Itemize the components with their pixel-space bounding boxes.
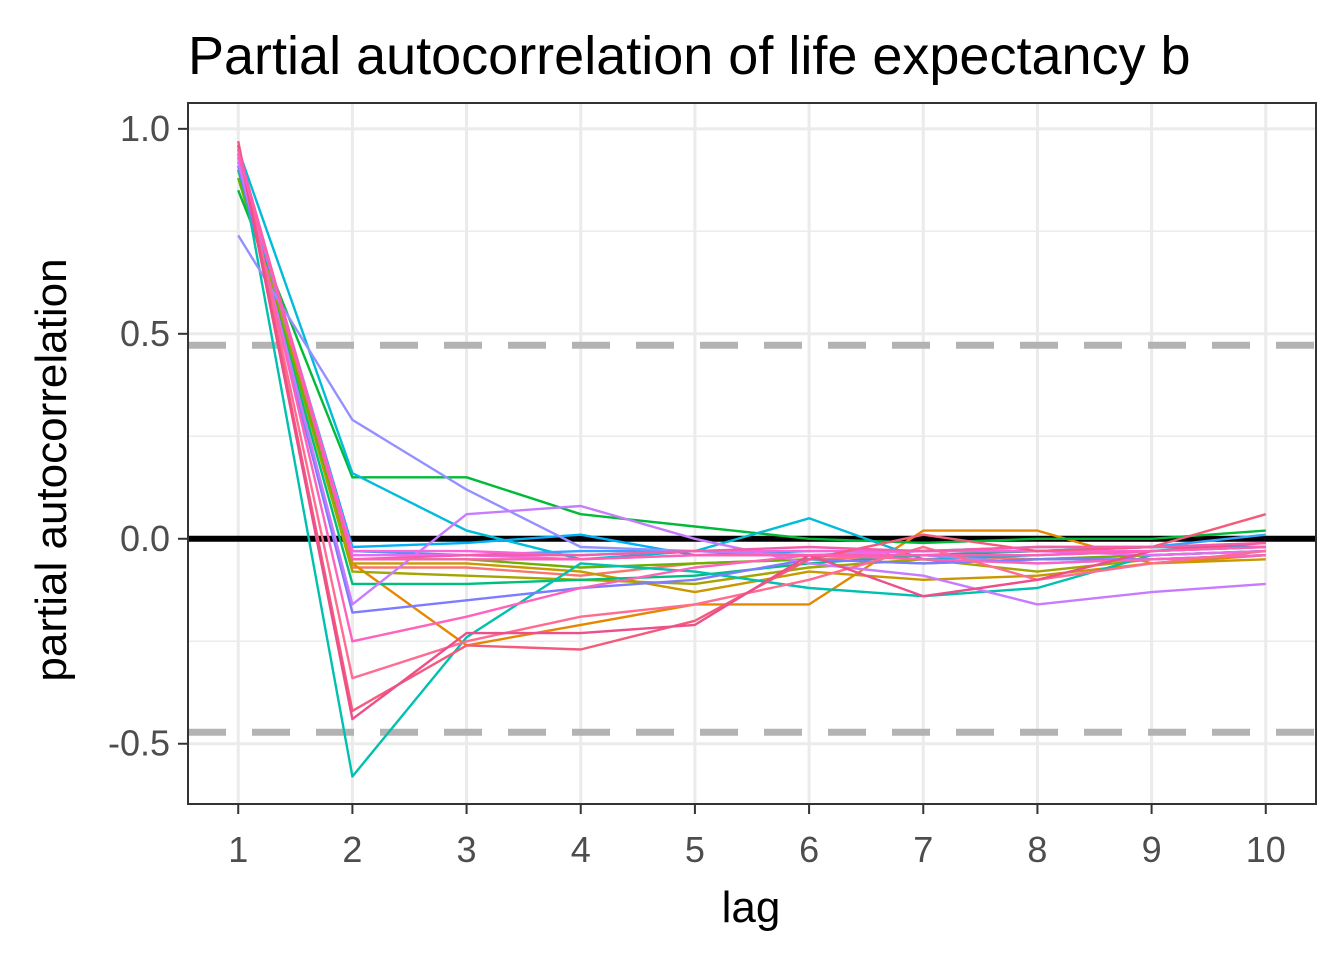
x-tick-label: 1: [228, 829, 248, 870]
series-line-6: [237, 189, 1266, 545]
x-tick-label: 2: [342, 829, 362, 870]
series-line-22: [237, 153, 1266, 561]
x-tick-label: 7: [913, 829, 933, 870]
series-line-20: [237, 144, 1266, 721]
y-tick-label: 0.5: [120, 313, 170, 354]
series-line-18: [237, 144, 1266, 680]
chart-title: Partial autocorrelation of life expectan…: [188, 26, 1191, 86]
panel-frame: [187, 102, 1317, 805]
y-tick-label: 0.0: [120, 518, 170, 559]
y-axis-title: partial autocorrelation: [27, 258, 76, 681]
panel-border: [187, 102, 1317, 805]
plot-panel: [188, 103, 1316, 804]
series-line-16: [237, 153, 1266, 557]
x-axis: 1 2 3 4 5 6 7 8 9 10: [228, 804, 1286, 870]
y-tick-label: -0.5: [108, 723, 170, 764]
x-tick-label: 6: [799, 829, 819, 870]
x-tick-label: 5: [685, 829, 705, 870]
series-line-3: [237, 169, 1266, 594]
y-axis: -0.5 0.0 0.5 1.0: [108, 108, 188, 764]
x-tick-label: 8: [1027, 829, 1047, 870]
panel-background: [188, 103, 1316, 804]
x-axis-title: lag: [722, 883, 781, 932]
series-line-17: [237, 149, 1266, 643]
x-tick-label: 3: [457, 829, 477, 870]
x-tick-label: 10: [1246, 829, 1286, 870]
series-line-21: [237, 148, 1266, 561]
series-lines: [237, 140, 1267, 778]
y-tick-label: 1.0: [120, 108, 170, 149]
minor-gridlines: [188, 230, 1316, 643]
series-line-13: [237, 165, 1266, 614]
x-tick-label: 4: [571, 829, 591, 870]
x-tick-label: 9: [1142, 829, 1162, 870]
